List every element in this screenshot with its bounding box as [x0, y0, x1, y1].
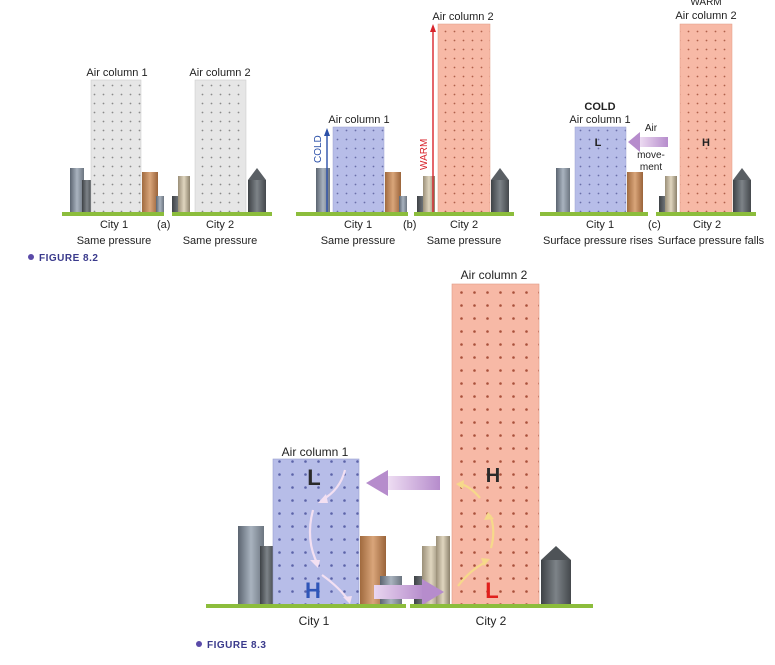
panel-c-air-movement-1: Air [644, 123, 658, 134]
fig83-col2-label: Air column 2 [460, 268, 528, 282]
panel-b-city2-note: Same pressure [426, 235, 502, 247]
figure-8-2-caption-text: FIGURE 8.2 [39, 253, 99, 264]
fig83-col2-upper: H [485, 465, 501, 487]
panel-a [62, 79, 272, 216]
figure-8-3-caption-text: FIGURE 8.3 [207, 640, 267, 651]
air-column-1-b-cold [332, 126, 385, 215]
air-column-2-c-warm [679, 23, 733, 215]
air-column-1-c-cold [574, 126, 627, 215]
panel-c-col1-top: COLD [584, 101, 616, 113]
buildings-city1-c [556, 168, 643, 214]
figure-8-2-caption: FIGURE 8.2 [28, 253, 98, 264]
cold-arrowhead [324, 128, 330, 136]
figure-8-3-caption: FIGURE 8.3 [196, 640, 266, 651]
bullet-icon [28, 254, 34, 261]
fig83-col1-label: Air column 1 [281, 445, 349, 459]
ground-city1-83 [206, 604, 406, 608]
panel-c-city2: City 2 [692, 219, 722, 231]
air-movement-arrow-c [628, 132, 668, 152]
air-column-2-a [194, 79, 247, 215]
ground-city1-c [540, 212, 648, 216]
panel-c-col1-label: Air column 1 [569, 114, 631, 126]
panel-b-city2: City 2 [449, 219, 479, 231]
panel-b-col1-label: Air column 1 [328, 114, 390, 126]
circulation-col1-heads [310, 494, 352, 604]
panel-c-city2-note: Surface pressure falls [657, 235, 765, 247]
panel-a-city1: City 1 [99, 219, 129, 231]
panel-c-high-letter: H [702, 137, 710, 149]
panel-c-col2-label: Air column 2 [675, 10, 737, 22]
buildings-city2-c [659, 168, 751, 214]
panel-a-tag: (a) [157, 219, 171, 231]
fig83-col1-lower: H [305, 578, 321, 603]
panel-c-air-movement-2: move- [637, 150, 665, 161]
fig83-city2: City 2 [475, 614, 507, 628]
panel-c-air-movement-3: ment [639, 162, 663, 173]
panel-a-col2-label: Air column 2 [189, 67, 251, 79]
upper-air-arrow-83 [366, 470, 440, 496]
ground-city2-b [414, 212, 514, 216]
panel-b-cold-label: COLD [313, 135, 324, 163]
panel-c-city1-note: Surface pressure rises [542, 235, 654, 247]
circulation-col2-heads [456, 480, 494, 566]
panel-c-city1: City 1 [585, 219, 615, 231]
fig83-city1: City 1 [298, 614, 330, 628]
panel-a-city2-note: Same pressure [182, 235, 258, 247]
panel-b-col2-label: Air column 2 [432, 11, 494, 23]
air-column-1-83 [272, 458, 360, 607]
fig83-col2-lower: L [485, 578, 499, 603]
warm-arrowhead [430, 24, 436, 32]
panel-a-city1-note: Same pressure [76, 235, 152, 247]
panel-b [296, 23, 514, 216]
ground-city2-a [172, 212, 272, 216]
ground-city2-83 [410, 604, 593, 608]
air-column-2-83 [451, 283, 540, 607]
panel-b-city1-note: Same pressure [320, 235, 396, 247]
panel-c-tag: (c) [648, 219, 661, 231]
panel-a-col1-label: Air column 1 [86, 67, 148, 79]
figure-8-3 [206, 283, 593, 608]
air-column-2-b-warm [437, 23, 491, 215]
fig83-col1-upper: L [307, 465, 321, 490]
panel-c-low-letter: L [594, 137, 602, 149]
panel-b-warm-label: WARM [419, 138, 430, 170]
panel-c [540, 23, 756, 216]
panel-a-city2: City 2 [205, 219, 235, 231]
buildings-city2-b [417, 168, 509, 214]
bullet-icon [196, 641, 202, 648]
buildings-city2-a [172, 168, 266, 214]
panel-b-tag: (b) [403, 219, 417, 231]
air-column-1-a [90, 79, 142, 215]
surface-air-arrow-83 [374, 579, 444, 605]
ground-city2-c [656, 212, 756, 216]
ground-city1-a [62, 212, 164, 216]
ground-city1-b [296, 212, 408, 216]
panel-c-col2-top: WARM [690, 0, 722, 8]
panel-b-city1: City 1 [343, 219, 373, 231]
buildings-city1-a [70, 168, 164, 214]
